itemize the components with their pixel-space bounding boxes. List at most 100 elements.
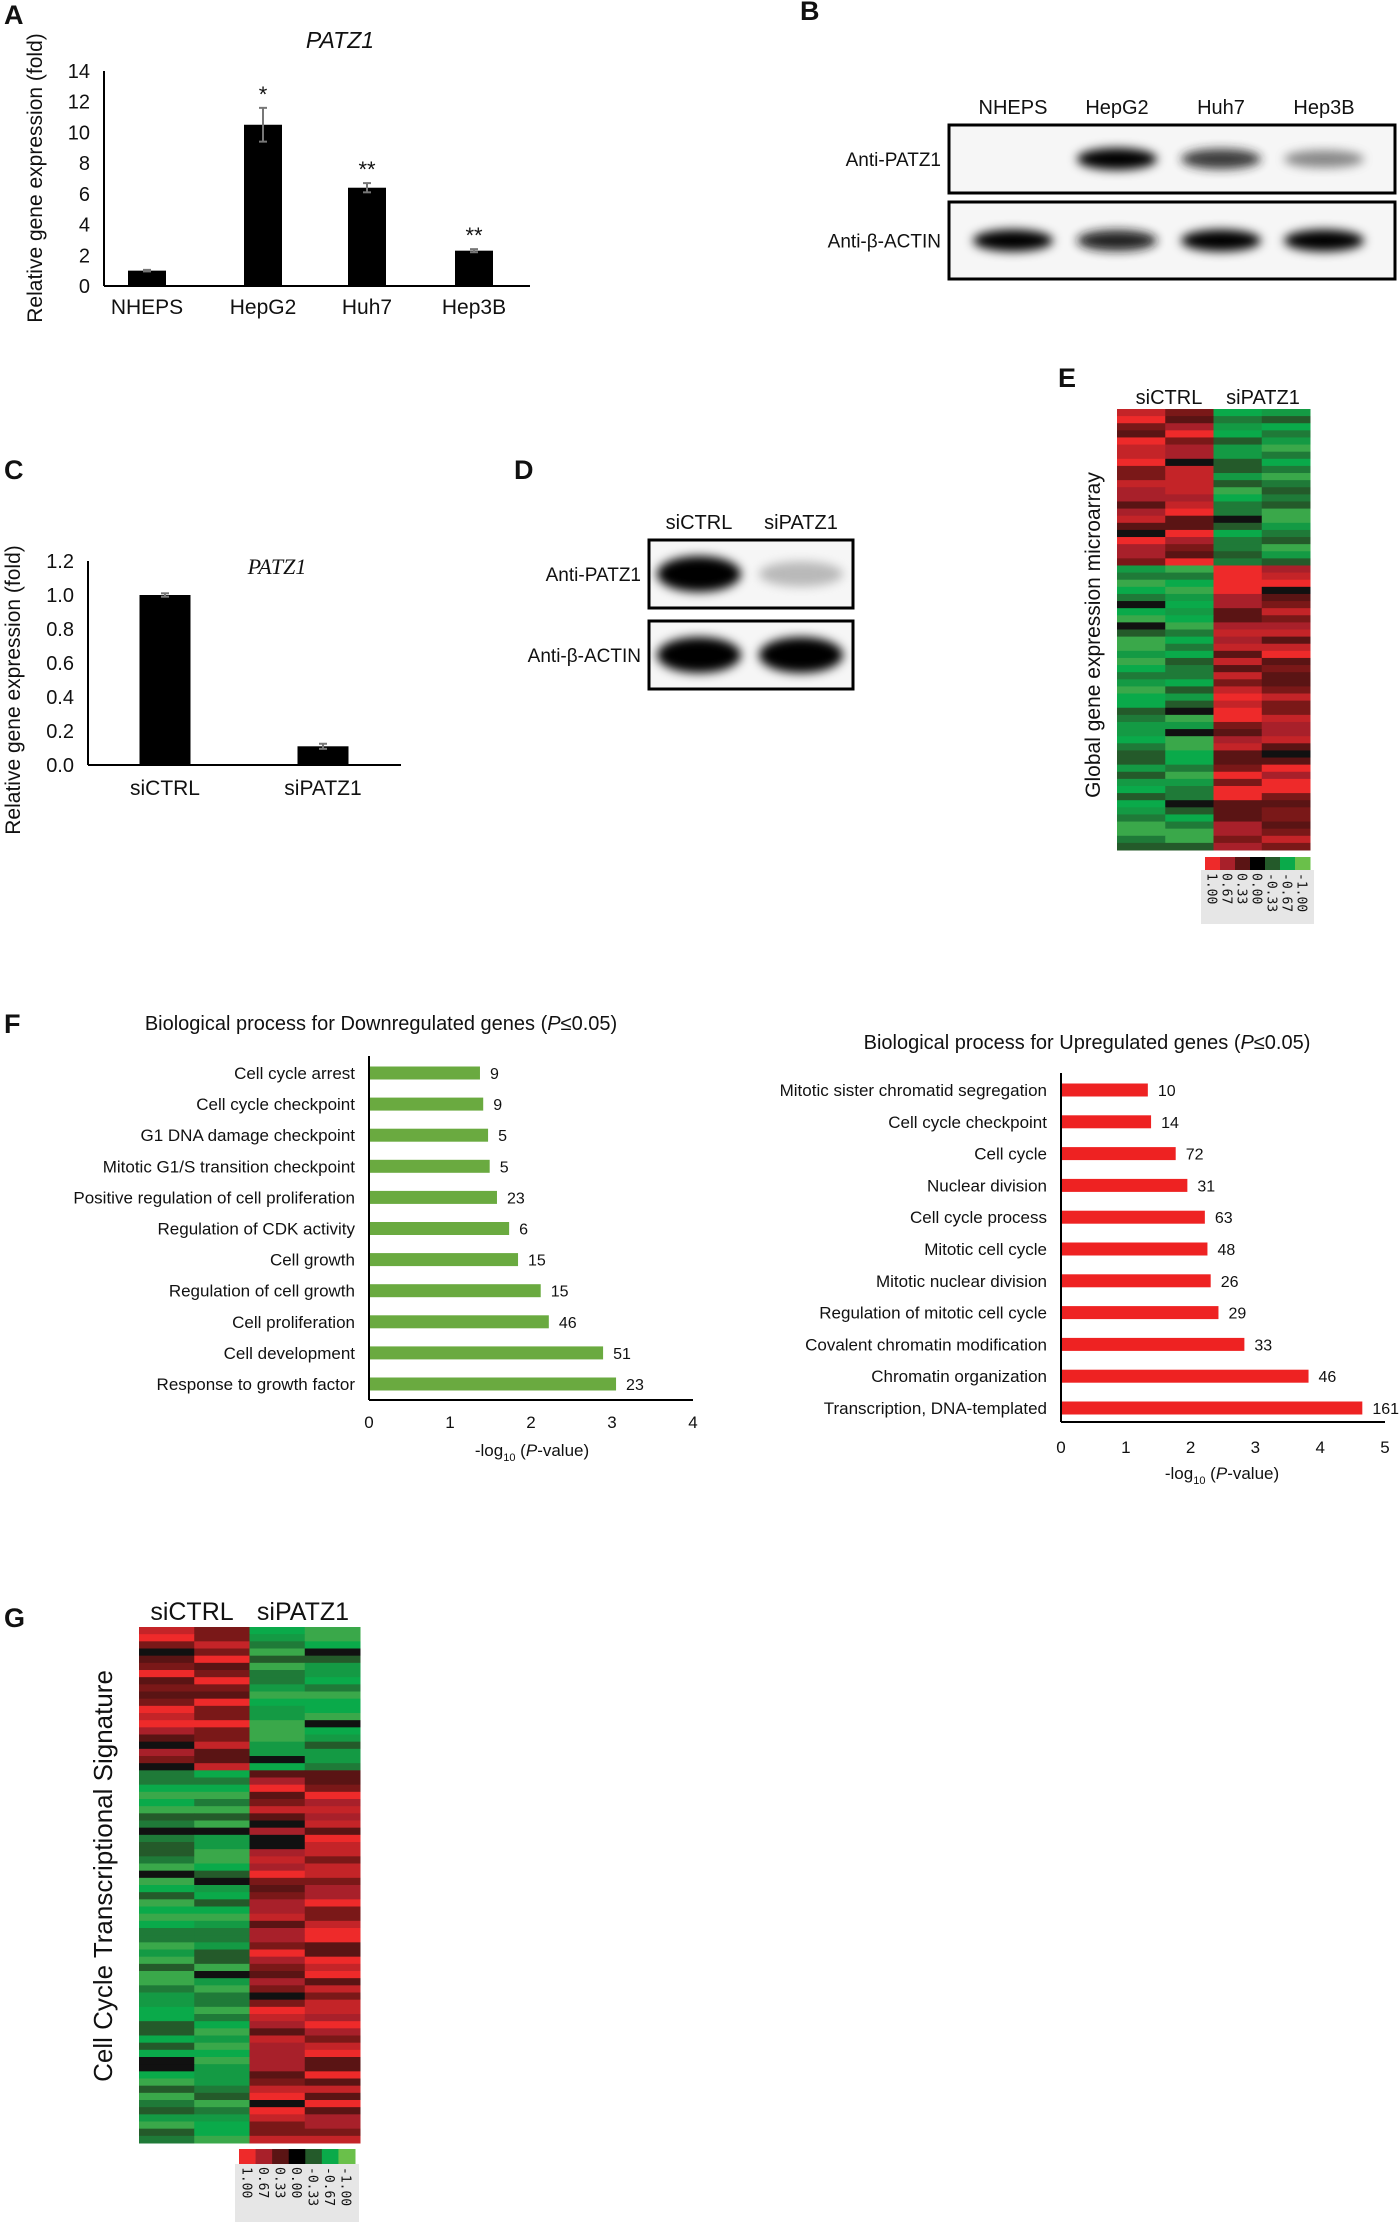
heatmap-cell — [194, 1784, 250, 1793]
heatmap-cell — [1165, 679, 1214, 687]
heatmap-cell — [304, 1705, 361, 1714]
heatmap-cell — [1261, 793, 1311, 801]
heatmap-cell — [1261, 629, 1311, 638]
heatmap-cell — [194, 2100, 250, 2108]
y-tick-label: 12 — [68, 92, 90, 114]
heatmap-cell — [1117, 707, 1166, 716]
heatmap-cell — [1213, 601, 1263, 609]
heatmap-cell — [139, 1935, 195, 1943]
gene-count-label: 5 — [498, 1128, 507, 1145]
heatmap-cell — [1213, 835, 1263, 844]
heatmap-cell — [194, 1892, 250, 1900]
category-label: Mitotic nuclear division — [876, 1272, 1047, 1291]
heatmap-cell — [1261, 835, 1311, 844]
heatmap-cell — [249, 2121, 306, 2130]
heatmap-cell — [1165, 785, 1214, 794]
heatmap-cell — [139, 1813, 195, 1821]
heatmap-cell — [249, 1634, 306, 1642]
category-label: Positive regulation of cell proliferatio… — [73, 1188, 355, 1207]
heatmap-cell — [1165, 686, 1214, 695]
heatmap-cell — [194, 1813, 250, 1821]
heatmap-cell — [1261, 828, 1311, 837]
heatmap-cell — [1213, 736, 1263, 744]
heatmap-cell — [249, 1641, 306, 1649]
heatmap-cell — [249, 2085, 306, 2094]
heatmap-cell — [1165, 508, 1214, 517]
heatmap-cell — [194, 1827, 250, 1836]
protein-band — [1181, 148, 1261, 170]
heatmap-cell — [139, 1885, 195, 1893]
heatmap-cell — [249, 2107, 306, 2115]
heatmap-cell — [304, 1813, 361, 1821]
heatmap-cell — [249, 1670, 306, 1678]
heatmap-cell — [1117, 515, 1166, 524]
heatmap-cell — [139, 1713, 195, 1721]
heatmap-cell — [139, 2100, 195, 2108]
heatmap-cell — [1117, 444, 1166, 453]
heatmap-cell — [249, 1813, 306, 1821]
heatmap-cell — [194, 2078, 250, 2087]
heatmap-cell — [1117, 558, 1166, 566]
heatmap-cell — [249, 1935, 306, 1943]
heatmap-cell — [1117, 657, 1166, 666]
x-tick-label: 2 — [526, 1413, 535, 1432]
heatmap-cell — [194, 2057, 250, 2065]
heatmap-cell — [249, 1856, 306, 1864]
heatmap-cell — [1165, 615, 1214, 623]
heatmap-cell — [139, 1641, 195, 1649]
heatmap-cell — [304, 1670, 361, 1678]
heatmap-cell — [1261, 707, 1311, 716]
heatmap-cell — [194, 1870, 250, 1879]
heatmap-cell — [304, 1985, 361, 1993]
heatmap-cell — [1213, 522, 1263, 531]
heatmap-e-group-ctrl: siCTRL — [1136, 387, 1203, 409]
western-blot-d: siCTRL siPATZ1 Anti-PATZ1 Anti-β-ACTIN — [528, 512, 855, 691]
lane-label: NHEPS — [979, 97, 1048, 119]
heatmap-cell — [1165, 601, 1214, 609]
heatmap-cell — [1261, 743, 1311, 751]
heatmap-cell — [249, 2114, 306, 2122]
heatmap-cell — [139, 1684, 195, 1692]
heatmap-cell — [249, 1892, 306, 1900]
legend-value: 1.00 — [1204, 873, 1219, 904]
heatmap-cell — [1165, 629, 1214, 638]
heatmap-cell — [1165, 522, 1214, 531]
heatmap-cell — [304, 1913, 361, 1922]
heatmap-cell — [1117, 522, 1166, 531]
y-tick-label: 1.2 — [46, 551, 74, 573]
heatmap-cell — [304, 1634, 361, 1642]
panel-label-f: F — [4, 1009, 21, 1039]
heatmap-cell — [139, 2114, 195, 2122]
heatmap-cell — [1117, 757, 1166, 766]
bar-hepg2 — [244, 124, 282, 286]
bar — [1062, 1337, 1245, 1351]
heatmap-cell — [1165, 778, 1214, 787]
heatmap-cell — [1117, 764, 1166, 773]
heatmap-cell — [194, 2021, 250, 2029]
heatmap-cell — [1261, 601, 1311, 609]
heatmap-cell — [304, 2064, 361, 2072]
heatmap-cell — [1117, 409, 1166, 417]
heatmap-cell — [1213, 458, 1263, 467]
heatmap-cell — [304, 2057, 361, 2065]
heatmap-cell — [139, 1777, 195, 1786]
heatmap-cell — [139, 1799, 195, 1807]
heatmap-cell — [304, 1892, 361, 1900]
heatmap-cell — [304, 2049, 361, 2058]
heatmap-cell — [304, 1806, 361, 1814]
heatmap-cell — [1165, 828, 1214, 837]
legend-value: -0.67 — [1279, 873, 1294, 912]
heatmap-cell — [1261, 430, 1311, 438]
bar-sipatz1 — [297, 746, 349, 765]
category-label: Hep3B — [442, 296, 506, 319]
heatmap-cell — [304, 1770, 361, 1778]
heatmap-cell — [139, 1856, 195, 1864]
heatmap-cell — [1117, 643, 1166, 652]
heatmap-cell — [194, 1741, 250, 1750]
heatmap-cell — [194, 1770, 250, 1778]
heatmap-cell — [1213, 785, 1263, 794]
heatmap-cell — [249, 2092, 306, 2101]
heatmap-cell — [1261, 693, 1311, 702]
legend-swatch — [321, 2149, 339, 2164]
heatmap-cell — [1165, 800, 1214, 808]
